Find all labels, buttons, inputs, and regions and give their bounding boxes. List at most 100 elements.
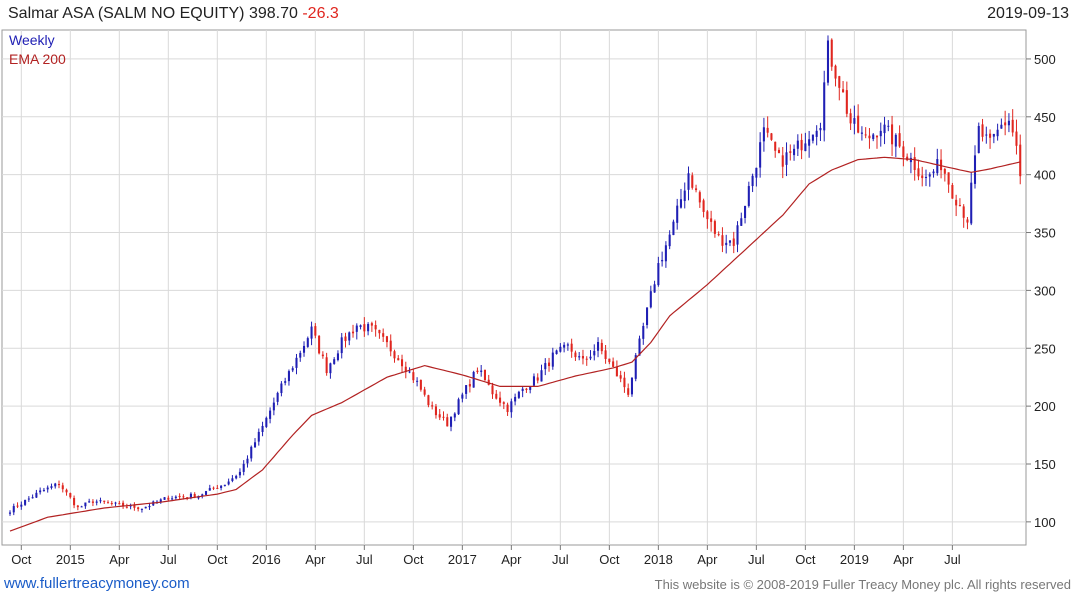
candle-body <box>725 242 728 246</box>
candle-body <box>698 192 701 203</box>
candle-body <box>510 401 513 413</box>
candle-body <box>630 377 634 395</box>
candle-body <box>16 505 19 507</box>
candle-body <box>348 332 351 341</box>
candle-body <box>204 491 208 495</box>
candle-body <box>849 113 852 124</box>
candle-body <box>242 463 245 472</box>
candle-body <box>736 225 739 245</box>
candle-body <box>883 124 886 134</box>
candle-body <box>250 446 253 459</box>
candle-body <box>781 155 784 167</box>
candle-body <box>355 325 358 332</box>
candle-body <box>683 190 686 201</box>
candle-body <box>536 377 539 381</box>
candle-body <box>171 498 174 500</box>
y-tick-label: 350 <box>1034 226 1056 241</box>
candle-body <box>717 234 720 236</box>
chart-title: Salmar ASA (SALM NO EQUITY) 398.70 -26.3 <box>8 5 339 23</box>
candle-body <box>770 133 773 140</box>
candle-body <box>548 362 551 367</box>
candle-body <box>416 380 419 382</box>
x-tick-label: Jul <box>356 552 373 567</box>
candle-body <box>423 389 426 395</box>
candle-body <box>823 82 826 131</box>
ema-200-line <box>9 156 1021 532</box>
candle-body <box>370 323 373 326</box>
candle-body <box>612 361 615 367</box>
candle-body <box>54 483 57 487</box>
y-tick-label: 500 <box>1034 52 1056 67</box>
candle-body <box>431 405 434 407</box>
candle-body <box>91 501 94 503</box>
candle-body <box>649 291 652 308</box>
price-change: -26.3 <box>302 5 339 22</box>
candle-body <box>600 342 603 352</box>
candle-body <box>223 484 226 486</box>
candle-body <box>50 486 53 488</box>
candle-body <box>894 134 897 147</box>
x-tick-label: Oct <box>11 552 32 567</box>
candle-body <box>472 371 475 388</box>
candle-body <box>891 124 894 145</box>
candle-body <box>133 504 136 508</box>
candle-body <box>593 350 596 356</box>
candle-body <box>231 478 234 481</box>
candle-body <box>793 148 796 156</box>
candle-body <box>879 130 882 137</box>
candle-body <box>220 485 223 488</box>
candle-body <box>830 39 833 67</box>
candle-body <box>265 417 268 427</box>
candle-body <box>80 506 83 508</box>
candle-body <box>585 358 588 360</box>
candle-body <box>427 395 430 406</box>
y-tick-label: 150 <box>1034 457 1056 472</box>
candle-body <box>453 413 456 418</box>
candle-body <box>318 335 321 354</box>
candle-body <box>253 442 257 448</box>
x-tick-label: Apr <box>109 552 130 567</box>
candle-body <box>638 338 641 356</box>
candle-body <box>728 240 732 243</box>
y-tick-label: 250 <box>1034 341 1056 356</box>
candle-body <box>521 388 524 392</box>
candle-body <box>163 497 166 500</box>
candle-body <box>826 40 830 83</box>
candle-body <box>299 352 302 358</box>
candle-body <box>287 371 290 382</box>
candle-body <box>563 344 566 348</box>
candle-body <box>310 326 313 339</box>
candle-body <box>99 500 102 502</box>
candle-body <box>189 493 192 498</box>
candle-body <box>122 502 125 507</box>
candle-body <box>544 363 547 370</box>
candle-body <box>811 134 814 141</box>
website-link[interactable]: www.fullertreacymoney.com <box>4 575 190 592</box>
candle-body <box>702 200 705 212</box>
candle-body <box>272 402 275 411</box>
candle-body <box>936 159 939 174</box>
candle-body <box>468 384 471 387</box>
candle-body <box>174 496 177 499</box>
candle-body <box>344 336 347 342</box>
candle-body <box>1007 120 1010 126</box>
candle-body <box>208 488 211 491</box>
candle-body <box>84 502 87 507</box>
candle-body <box>992 133 995 137</box>
candle-body <box>1015 131 1018 146</box>
x-tick-label: Oct <box>795 552 816 567</box>
candle-body <box>178 496 181 498</box>
candle-body <box>351 331 355 334</box>
candle-body <box>623 377 626 388</box>
x-tick-label: 2018 <box>644 552 673 567</box>
candle-body <box>295 357 298 368</box>
candle-body <box>653 284 656 293</box>
candle-body <box>408 371 411 373</box>
candle-body <box>457 399 460 415</box>
legend-ema: EMA 200 <box>9 51 66 67</box>
candle-body <box>42 489 45 491</box>
candle-body <box>589 356 592 359</box>
candle-body <box>668 234 671 247</box>
candle-body <box>672 221 675 236</box>
candle-body <box>461 394 464 399</box>
